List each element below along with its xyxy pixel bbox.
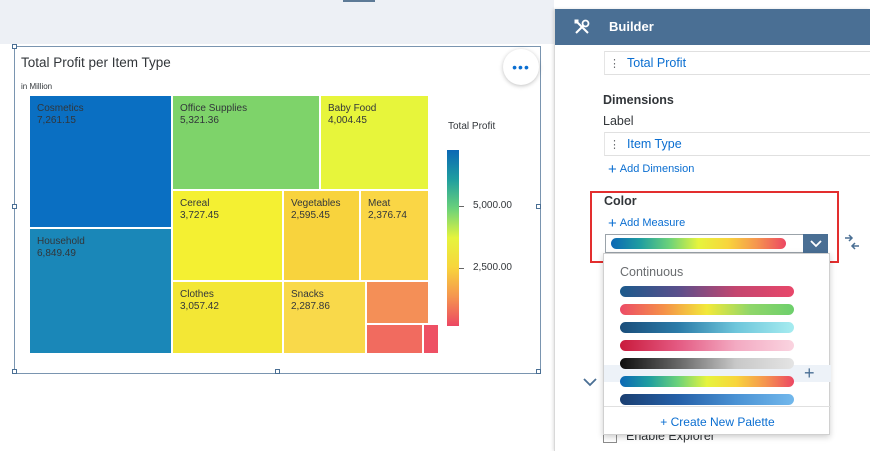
treemap-tile-label: Vegetables (291, 198, 341, 209)
chart-subtitle: in Million (21, 82, 53, 91)
chevron-down-icon[interactable] (583, 377, 597, 387)
treemap-tile-label: Cosmetics (37, 103, 84, 114)
treemap-tile[interactable]: Snacks 2,287.86 (283, 281, 366, 354)
palette-option[interactable] (620, 376, 794, 387)
treemap-tile-label: Cereal (180, 198, 210, 209)
treemap-tile-label: Household (37, 236, 85, 247)
drag-handle-icon[interactable]: ⋮ (609, 57, 620, 70)
palette-option[interactable] (620, 304, 794, 315)
resize-handle[interactable] (536, 204, 541, 209)
resize-handle[interactable] (536, 369, 541, 374)
color-heading: Color (604, 194, 637, 208)
add-icon: + (608, 160, 617, 178)
label-heading: Label (603, 114, 634, 128)
canvas-top-band (0, 0, 554, 44)
more-horizontal-icon: ••• (512, 59, 530, 75)
treemap-tile[interactable]: Meat 2,376.74 (360, 190, 429, 281)
add-dimension-link[interactable]: + Add Dimension (608, 160, 695, 178)
resize-handle[interactable] (12, 204, 17, 209)
palette-option[interactable] (620, 358, 794, 369)
palette-option[interactable] (620, 322, 794, 333)
builder-title: Builder (609, 19, 654, 34)
measure-token-total-profit[interactable]: ⋮ Total Profit (604, 51, 870, 75)
chart-title: Total Profit per Item Type (21, 55, 171, 70)
story-canvas: Total Profit per Item Type in Million ••… (0, 0, 554, 375)
treemap-tile[interactable] (423, 324, 439, 354)
palette-option[interactable] (620, 286, 794, 297)
drag-handle-icon[interactable]: ⋮ (609, 138, 620, 151)
treemap-tile[interactable]: Household 6,849.49 (29, 228, 172, 354)
palette-dropdown-toggle[interactable] (803, 234, 828, 253)
treemap-tile[interactable]: Cosmetics 7,261.15 (29, 95, 172, 228)
treemap-tile[interactable]: Vegetables 2,595.45 (283, 190, 360, 281)
tools-icon (574, 19, 590, 34)
palette-option[interactable] (620, 394, 794, 405)
continuous-section-label: Continuous (620, 265, 684, 279)
selected-palette-preview (611, 238, 786, 249)
treemap-tile-value: 3,057.42 (180, 301, 219, 312)
resize-handle[interactable] (12, 369, 17, 374)
dimension-token-label: Item Type (627, 137, 682, 151)
color-palette-select[interactable] (605, 234, 828, 253)
canvas-top-marker (343, 0, 375, 2)
treemap-tile-value: 7,261.15 (37, 115, 76, 126)
treemap-tile[interactable]: Clothes 3,057.42 (172, 281, 283, 354)
treemap-widget[interactable]: Total Profit per Item Type in Million ••… (12, 44, 542, 375)
legend-tick-label: 5,000.00 (473, 200, 512, 211)
legend-tick-label: 2,500.00 (473, 262, 512, 273)
add-icon: + (608, 214, 617, 232)
add-dimension-label: Add Dimension (619, 163, 695, 175)
legend-title: Total Profit (448, 121, 496, 132)
palette-option[interactable] (620, 340, 794, 351)
treemap-tile-value: 4,004.45 (328, 115, 367, 126)
create-new-palette-link[interactable]: + Create New Palette (604, 406, 831, 436)
add-measure-link[interactable]: + Add Measure (608, 214, 686, 232)
treemap-tile-value: 5,321.36 (180, 115, 219, 126)
resize-handle[interactable] (12, 44, 17, 49)
more-options-button[interactable]: ••• (503, 49, 539, 85)
treemap-tile[interactable]: Baby Food 4,004.45 (320, 95, 429, 190)
chevron-down-icon (809, 239, 822, 247)
treemap-tile-label: Snacks (291, 289, 324, 300)
builder-header: Builder (555, 9, 870, 45)
treemap-tile-label: Office Supplies (180, 103, 248, 114)
treemap-tile[interactable] (366, 324, 423, 354)
legend-tick-mark (459, 206, 464, 207)
treemap-tile-value: 2,287.86 (291, 301, 330, 312)
treemap-tile[interactable]: Office Supplies 5,321.36 (172, 95, 320, 190)
dimension-token-item-type[interactable]: ⋮ Item Type (604, 132, 870, 156)
legend-tick-mark (459, 268, 464, 269)
legend-gradient-bar (447, 150, 459, 326)
palette-dropdown: Continuous + + Create New Palette (603, 253, 831, 436)
add-icon[interactable]: + (804, 363, 815, 383)
treemap-tile-value: 2,595.45 (291, 210, 330, 221)
add-measure-label: Add Measure (619, 217, 686, 229)
treemap-tile[interactable]: Cereal 3,727.45 (172, 190, 283, 281)
treemap-tile-value: 3,727.45 (180, 210, 219, 221)
treemap-tile-value: 2,376.74 (368, 210, 407, 221)
treemap-tile-value: 6,849.49 (37, 248, 76, 259)
treemap-chart: Cosmetics 7,261.15 Household 6,849.49 Office… (15, 47, 542, 375)
treemap-tile-label: Clothes (180, 289, 214, 300)
treemap-tile-label: Baby Food (328, 103, 377, 114)
builder-panel: Builder ⋮ Total Profit Dimensions Label … (554, 9, 870, 451)
measure-token-label: Total Profit (627, 56, 687, 70)
resize-handle[interactable] (275, 369, 280, 374)
treemap-tile-label: Meat (368, 198, 391, 209)
treemap-tile[interactable] (366, 281, 429, 324)
swap-colors-icon[interactable] (843, 234, 861, 250)
dimensions-heading: Dimensions (603, 93, 674, 107)
